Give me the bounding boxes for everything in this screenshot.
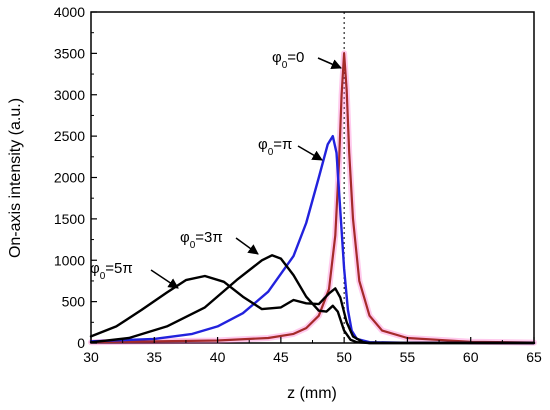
y-axis-label: On-axis intensity (a.u.) <box>7 98 24 258</box>
series-line-2 <box>89 52 536 344</box>
y-tick-label: 1000 <box>54 252 85 268</box>
x-tick-label: 40 <box>210 349 226 365</box>
annotation-arrow <box>150 269 179 289</box>
phase-label: φ0=3π <box>180 229 223 251</box>
x-axis-label: z (mm) <box>287 385 337 402</box>
x-tick-label: 65 <box>526 349 542 365</box>
y-tick-label: 3500 <box>54 45 85 61</box>
phase-label: φ0=π <box>258 136 292 158</box>
y-tick-label: 500 <box>62 294 86 310</box>
x-tick-label: 35 <box>146 349 162 365</box>
y-tick-label: 1500 <box>54 211 85 227</box>
y-tick-label: 2500 <box>54 128 85 144</box>
annotation-arrow <box>297 145 323 161</box>
phase-label: φ0=5π <box>90 260 133 282</box>
y-tick-label: 3000 <box>54 87 85 103</box>
y-tick-label: 2000 <box>54 170 85 186</box>
annotation-arrow <box>235 237 259 255</box>
y-tick-label: 4000 <box>54 4 85 20</box>
x-tick-label: 30 <box>83 349 99 365</box>
phase-label: φ0=0 <box>272 49 304 71</box>
x-tick-label: 55 <box>400 349 416 365</box>
series-line-5 <box>89 274 536 345</box>
series-line-3 <box>89 134 536 345</box>
x-tick-label: 50 <box>336 349 352 365</box>
y-tick-label: 0 <box>77 335 85 351</box>
x-tick-label: 60 <box>463 349 479 365</box>
x-tick-label: 45 <box>273 349 289 365</box>
annotation-arrow <box>317 57 342 70</box>
plot-frame <box>90 11 535 344</box>
